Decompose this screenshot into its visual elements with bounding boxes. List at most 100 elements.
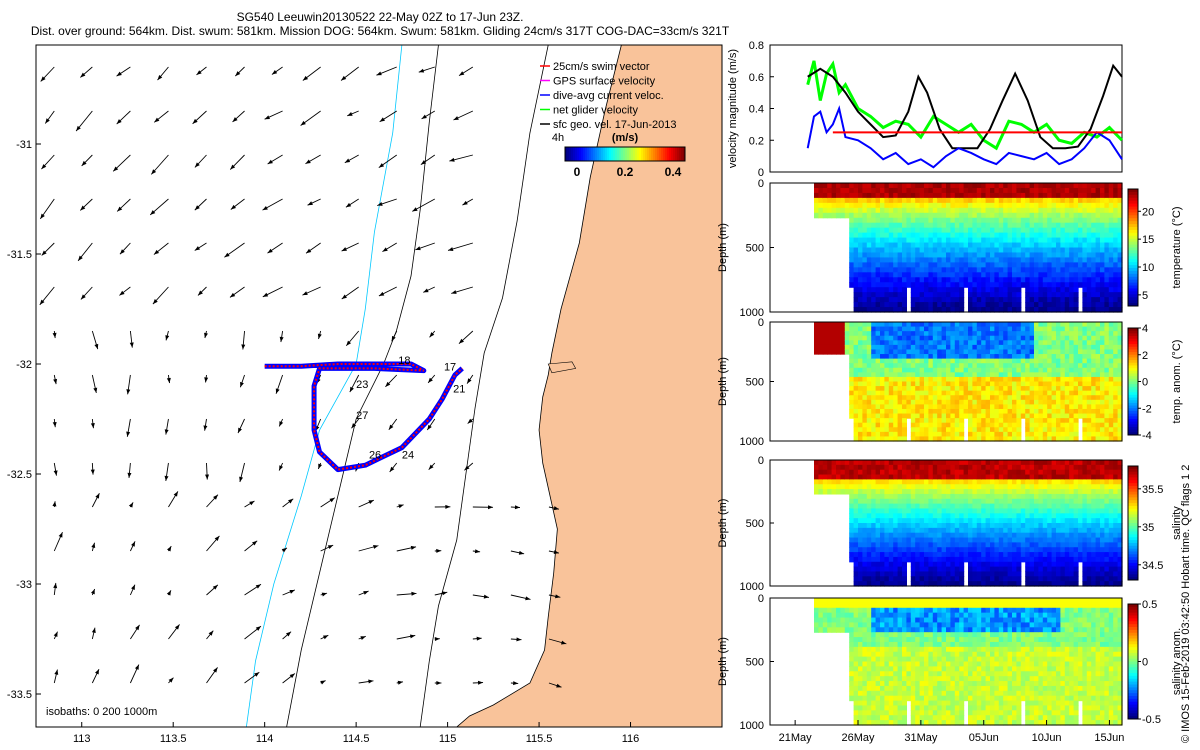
section-colorbar-cell bbox=[1128, 693, 1138, 697]
map-xtick-label: 115 bbox=[439, 733, 457, 745]
colorbar-cell bbox=[601, 147, 604, 161]
section-colorbar-cell bbox=[1128, 675, 1138, 680]
section-colorbar-cell bbox=[1128, 303, 1138, 307]
section-colorbar-cell bbox=[1128, 338, 1138, 342]
section-colorbar-cell bbox=[1128, 189, 1138, 193]
colorbar-cell bbox=[635, 147, 638, 161]
section-colorbar-cell bbox=[1128, 402, 1138, 407]
section-ytick-label: 1000 bbox=[740, 581, 764, 593]
section-colorbar-cell bbox=[1128, 336, 1138, 340]
colorbar-cell bbox=[633, 147, 636, 161]
legend-label: 25cm/s swim vector bbox=[553, 61, 650, 73]
section-colorbar-cell bbox=[1128, 349, 1138, 353]
section-colorbar-cell bbox=[1128, 687, 1138, 691]
velocity-series-2 bbox=[806, 105, 1123, 169]
rottnest-island bbox=[547, 361, 577, 374]
colorbar-cell bbox=[681, 147, 684, 161]
section-colorbar-label: -4 bbox=[1142, 430, 1152, 442]
section-colorbar-cell bbox=[1128, 421, 1138, 425]
section-colorbar-cell bbox=[1128, 548, 1138, 552]
section-colorbar-cell bbox=[1128, 604, 1138, 608]
section-colorbar-cell bbox=[1128, 300, 1138, 304]
isobath-1000m bbox=[245, 45, 403, 727]
section-colorbar-label: 15 bbox=[1142, 234, 1154, 246]
date-tick-label: 21May bbox=[779, 732, 813, 744]
section-colorbar-cell bbox=[1128, 256, 1138, 260]
section-colorbar-cell bbox=[1128, 344, 1138, 348]
section-colorbar-cell bbox=[1128, 424, 1138, 428]
section-colorbar-cell bbox=[1128, 491, 1138, 495]
day-label: 24 bbox=[402, 450, 414, 462]
section-colorbar-cell bbox=[1128, 673, 1138, 677]
section-colorbar-cell bbox=[1128, 194, 1138, 199]
section-colorbar-label: 34.5 bbox=[1142, 560, 1163, 572]
section-colorbar-cell bbox=[1128, 577, 1138, 581]
section-colorbar-cell bbox=[1128, 297, 1138, 301]
colorbar-note: 4h bbox=[552, 132, 564, 144]
colorbar-cell bbox=[581, 147, 584, 161]
section-ytick-label: 1000 bbox=[740, 307, 764, 319]
section-ytick-label: 1000 bbox=[740, 720, 764, 732]
date-tick-label: 10Jun bbox=[1032, 732, 1062, 744]
colorbar-cell bbox=[609, 147, 612, 161]
section-ytick-label: 0 bbox=[758, 178, 764, 190]
map-ytick-label: -31.5 bbox=[7, 249, 32, 261]
section-colorbar-cell bbox=[1128, 224, 1138, 228]
section-colorbar-cell bbox=[1128, 650, 1138, 654]
section-ytick-label: 0 bbox=[758, 455, 764, 467]
section-colorbar-cell bbox=[1128, 426, 1138, 431]
figure-title-line2: Dist. over ground: 564km. Dist. swum: 58… bbox=[30, 24, 730, 38]
section-colorbar-cell bbox=[1128, 696, 1138, 700]
colorbar-cell bbox=[567, 147, 570, 161]
section-colorbar-cell bbox=[1128, 508, 1138, 513]
section-colorbar-cell bbox=[1128, 621, 1138, 625]
section-colorbar-cell bbox=[1128, 405, 1138, 409]
section-colorbar-cell bbox=[1128, 557, 1138, 561]
section-colorbar-cell bbox=[1128, 635, 1138, 639]
section-panel-3 bbox=[770, 598, 1123, 726]
section-colorbar-cell bbox=[1128, 408, 1138, 412]
section-colorbar-cell bbox=[1128, 488, 1138, 493]
section-colorbar-cell bbox=[1128, 542, 1138, 547]
section-colorbar-cell bbox=[1128, 270, 1138, 275]
section-colorbar-cell bbox=[1128, 400, 1138, 404]
section-colorbar-cell bbox=[1128, 667, 1138, 671]
section-colorbar-cell bbox=[1128, 357, 1138, 361]
section-colorbar-cell bbox=[1128, 681, 1138, 685]
day-label: 18 bbox=[398, 355, 410, 367]
section-colorbar-cell bbox=[1128, 253, 1138, 257]
section-colorbar-cell bbox=[1128, 606, 1138, 611]
section-colorbar-cell bbox=[1128, 370, 1138, 374]
section-colorbar-cell bbox=[1128, 200, 1138, 205]
colorbar-cell bbox=[605, 147, 608, 161]
colorbar-cell bbox=[629, 147, 632, 161]
section-colorbar-cell bbox=[1128, 288, 1138, 292]
section-colorbar-cell bbox=[1128, 360, 1138, 364]
map-ytick-label: -32 bbox=[16, 359, 32, 371]
section-colorbar-cell bbox=[1128, 684, 1138, 688]
colorbar-tick: 0.4 bbox=[665, 165, 682, 179]
colorbar-cell bbox=[651, 147, 654, 161]
date-tick-label: 31May bbox=[904, 732, 938, 744]
isobath-legend: isobaths: 0 200 1000m bbox=[46, 706, 157, 718]
colorbar-cell bbox=[607, 147, 610, 161]
date-tick-label: 05Jun bbox=[969, 732, 999, 744]
colorbar-cell bbox=[595, 147, 598, 161]
date-tick-label: 15Jun bbox=[1094, 732, 1124, 744]
section-colorbar-cell bbox=[1128, 468, 1138, 473]
section-colorbar-cell bbox=[1128, 410, 1138, 415]
colorbar-cell bbox=[615, 147, 618, 161]
map-xtick-label: 113.5 bbox=[160, 733, 187, 745]
legend-label: dive-avg current veloc. bbox=[553, 90, 664, 102]
section-colorbar-cell bbox=[1128, 389, 1138, 393]
section-panel-1 bbox=[770, 322, 1123, 442]
velocity-ylabel: velocity magnitude (m/s) bbox=[727, 49, 739, 168]
legend-label: sfc geo. vel. 17-Jun-2013 bbox=[553, 119, 677, 131]
section-colorbar-cell bbox=[1128, 511, 1138, 515]
map-ytick-label: -31 bbox=[16, 139, 32, 151]
colorbar-cell bbox=[641, 147, 644, 161]
section-colorbar-cell bbox=[1128, 354, 1138, 358]
colorbar-cell bbox=[637, 147, 640, 161]
section-colorbar-cell bbox=[1128, 661, 1138, 665]
section-colorbar-cell bbox=[1128, 560, 1138, 564]
